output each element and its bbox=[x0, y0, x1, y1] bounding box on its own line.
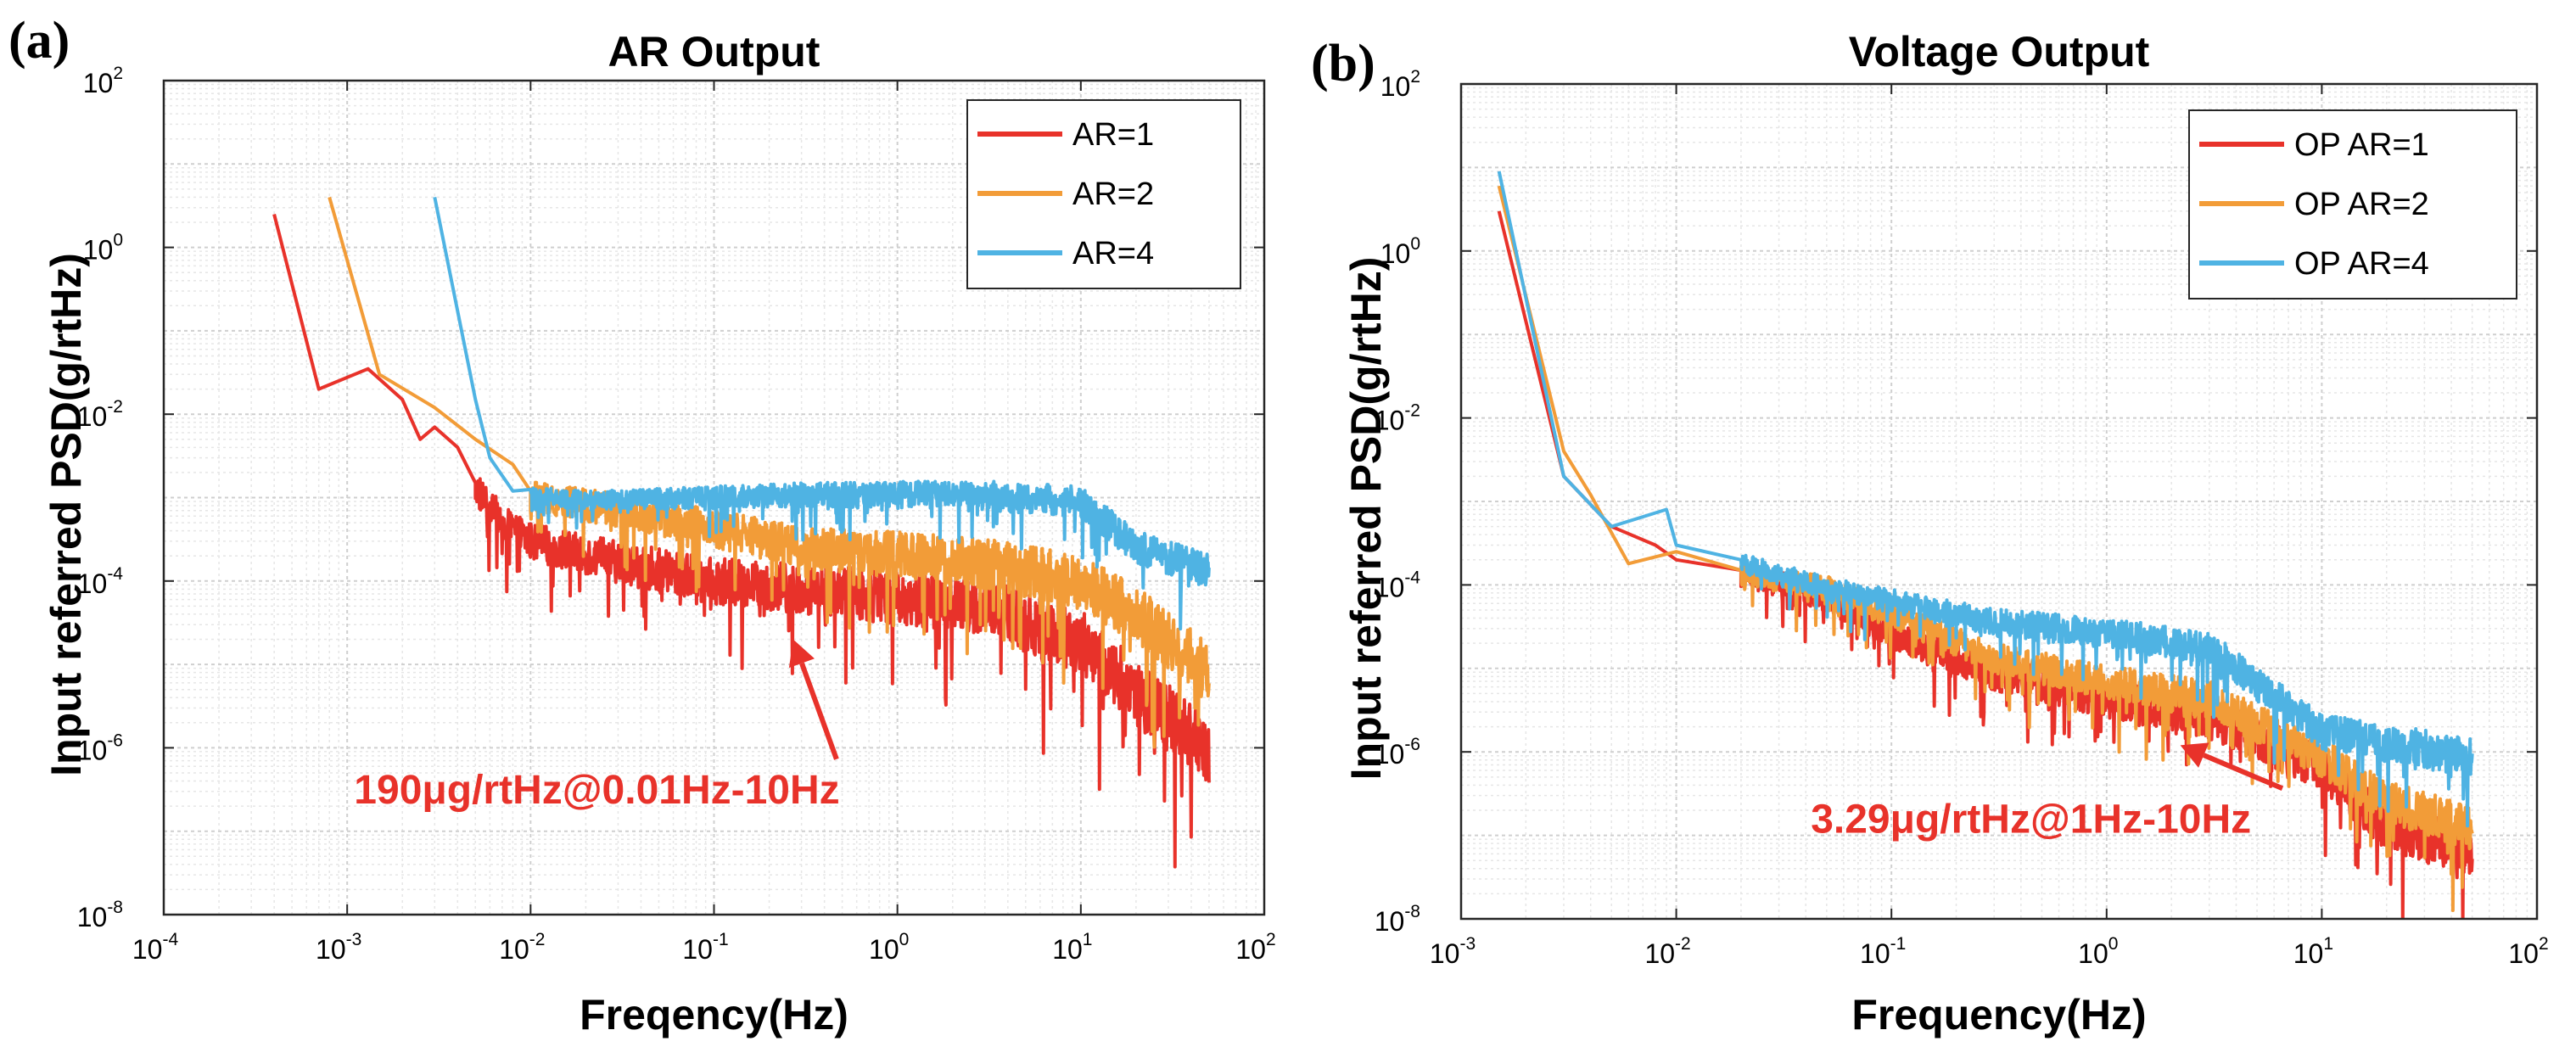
x-tick-label: 10-1 bbox=[1860, 934, 1906, 969]
x-tick-label: 100 bbox=[869, 930, 909, 965]
legend-entry: AR=1 bbox=[1072, 117, 1154, 153]
y-tick-label: 102 bbox=[83, 64, 123, 98]
y-tick-label: 100 bbox=[1380, 234, 1420, 269]
x-tick-label: 100 bbox=[2078, 934, 2118, 969]
legend-entry: OP AR=4 bbox=[2294, 246, 2429, 282]
y-tick-label: 10-6 bbox=[77, 731, 123, 765]
annotation-arrow-head bbox=[788, 639, 815, 669]
x-axis-label: Freqency(Hz) bbox=[580, 991, 848, 1038]
y-tick-label: 10-8 bbox=[77, 898, 123, 932]
x-tick-label: 101 bbox=[2293, 934, 2333, 969]
x-tick-label: 10-2 bbox=[499, 930, 545, 965]
series-group bbox=[1497, 171, 2474, 919]
chart-title: Voltage Output bbox=[1849, 28, 2150, 76]
ticks: 10-3 10-2 10-1 100 101 102 10-8 10-6 10-4 10-2 100… bbox=[1375, 67, 2549, 969]
annotation-arrow-shaft bbox=[2203, 753, 2284, 792]
y-axis-label: Input referred PSD(g/rtHz) bbox=[1342, 257, 1390, 781]
x-tick-label: 102 bbox=[2508, 934, 2548, 969]
grid bbox=[1460, 83, 2538, 920]
x-tick-label: 10-1 bbox=[682, 930, 728, 965]
y-tick-label: 10-4 bbox=[1375, 568, 1421, 602]
legend-entry: OP AR=1 bbox=[2294, 127, 2429, 163]
ticks: 10-4 10-3 10-2 10-1 100 101 102 10-8 10-6 10-4 10-… bbox=[77, 64, 1276, 965]
y-tick-label: 102 bbox=[1380, 67, 1420, 102]
annotation-arrow-shaft bbox=[799, 662, 839, 760]
x-tick-label: 10-4 bbox=[132, 930, 179, 965]
x-tick-label: 10-3 bbox=[316, 930, 361, 965]
x-axis-label: Frequency(Hz) bbox=[1851, 991, 2146, 1038]
annotation-text: 3.29μg/rtHz@1Hz-10Hz bbox=[1811, 797, 2251, 842]
y-tick-label: 10-2 bbox=[1375, 401, 1420, 436]
y-tick-label: 10-2 bbox=[77, 397, 123, 432]
legend-entry: OP AR=2 bbox=[2294, 187, 2429, 222]
series-line-ar-1 bbox=[272, 214, 1211, 869]
annotation: 190μg/rtHz@0.01Hz-10Hz bbox=[354, 639, 840, 813]
x-tick-label: 10-2 bbox=[1644, 934, 1690, 969]
chart-title: AR Output bbox=[608, 28, 820, 76]
x-tick-label: 10-3 bbox=[1430, 934, 1476, 969]
annotation-text: 190μg/rtHz@0.01Hz-10Hz bbox=[354, 768, 839, 813]
series-group bbox=[272, 196, 1211, 869]
x-tick-label: 102 bbox=[1235, 930, 1275, 965]
axes-box bbox=[1459, 82, 2539, 921]
legend-entry: AR=2 bbox=[1072, 176, 1154, 212]
panel-label: (a) bbox=[8, 12, 70, 70]
x-tick-label: 101 bbox=[1052, 930, 1092, 965]
series-line-op-ar-4 bbox=[1497, 171, 2474, 828]
y-tick-label: 10-6 bbox=[1375, 735, 1420, 770]
series-line-ar-4 bbox=[433, 197, 1211, 631]
y-tick-label: 10-4 bbox=[77, 564, 124, 599]
panel-label: (b) bbox=[1311, 35, 1375, 92]
legend: OP AR=1 OP AR=2 OP AR=4 bbox=[2188, 109, 2517, 299]
annotation-arrow-head bbox=[2180, 742, 2209, 768]
annotation: 3.29μg/rtHz@1Hz-10Hz bbox=[1811, 742, 2284, 842]
y-tick-label: 100 bbox=[83, 231, 123, 266]
y-axis-label: Input referred PSD(g/rtHz) bbox=[42, 253, 90, 776]
y-tick-label: 10-8 bbox=[1375, 902, 1420, 937]
legend: AR=1 AR=2 AR=4 bbox=[966, 99, 1241, 289]
legend-entry: AR=4 bbox=[1072, 236, 1154, 271]
